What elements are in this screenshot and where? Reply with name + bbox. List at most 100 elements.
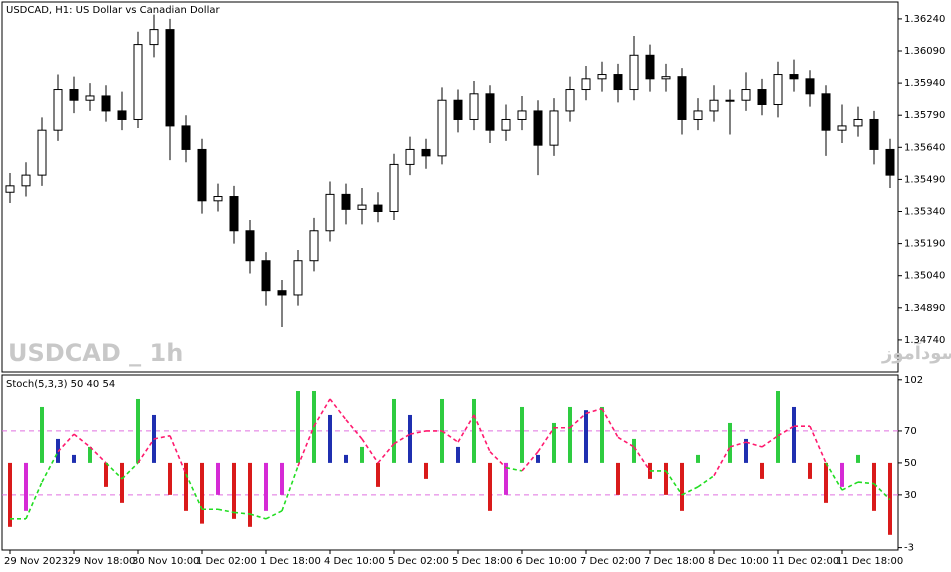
candle-body [5,185,15,193]
candle-body [213,196,223,202]
signal-line [857,481,875,485]
signal-line [297,425,315,467]
signal-line [217,508,235,514]
candle-body [517,110,527,120]
y-tick-label: 1.35190 [904,239,945,250]
candle-body [37,129,47,176]
histogram-bar [88,446,92,463]
histogram-bar [792,406,796,463]
signal-line [137,438,155,464]
candle-body [197,148,207,202]
candle-body [709,99,719,112]
candle-body [565,89,575,112]
candle-body [469,93,479,120]
candle-body [501,118,511,131]
signal-line [441,430,459,443]
histogram-bar [472,398,476,463]
x-tick-label: 5 Dec 18:00 [452,556,513,567]
candle-body [533,110,543,146]
x-tick-label: 5 Dec 02:00 [388,556,449,567]
histogram-bar [664,462,668,495]
candle-body [325,193,335,232]
signal-line [233,511,251,515]
y-tick-label: 1.34740 [904,335,945,346]
histogram-bar [392,398,396,463]
x-tick-label: 29 Nov 18:00 [68,556,135,567]
histogram-bar [760,462,764,479]
candle-body [133,44,143,120]
candle-body [757,89,767,106]
signal-line [697,475,715,488]
x-tick-label: 11 Dec 02:00 [772,556,839,567]
histogram-bar [488,462,492,511]
histogram-bar [632,438,636,463]
y-tick-label: 1.36240 [904,14,945,25]
histogram-bar [296,390,300,463]
candle-body [165,29,175,127]
signal-line [41,451,59,483]
candle-body [677,76,687,120]
signal-line [265,510,283,520]
candle-body [53,89,63,131]
signal-line [105,462,123,480]
candle-body [821,93,831,131]
histogram-bar [200,462,204,524]
candle-body [261,260,271,292]
histogram-bar [136,398,140,463]
candle-body [789,74,799,80]
x-tick-label: 29 Nov 2023 [4,556,68,567]
candle-body [805,78,815,95]
histogram-bar [280,462,284,495]
signal-line [361,438,379,464]
candle-body [869,118,879,150]
x-tick-label: 7 Dec 18:00 [644,556,705,567]
x-tick-label: 1 Dec 02:00 [196,556,257,567]
histogram-bar [728,422,732,463]
histogram-bar [344,454,348,463]
histogram-bar [616,462,620,495]
histogram-bar [536,454,540,463]
watermark-ticker: USDCAD _ 1h [8,339,183,367]
signal-line [313,398,331,427]
histogram-bar [72,454,76,463]
histogram-bar [168,462,172,495]
histogram-bar [520,406,524,463]
histogram-bar [40,406,44,463]
histogram-bar [856,454,860,463]
y-tick-label: 70 [904,426,917,437]
histogram-bar [264,462,268,511]
candle-body [661,76,671,80]
y-tick-label: 1.35640 [904,142,945,153]
candle-body [437,99,447,157]
candle-body [645,54,655,80]
candle-body [69,89,79,101]
histogram-bar [680,462,684,511]
candle-body [773,74,783,106]
x-tick-label: 4 Dec 10:00 [324,556,385,567]
candle-body [389,163,399,213]
histogram-bar [376,462,380,487]
histogram-bar [456,446,460,463]
signal-line [665,470,683,496]
signal-line [537,427,555,453]
histogram-bar [840,462,844,487]
candle-body [453,99,463,120]
candle-body [277,290,287,296]
candle-body [853,118,863,127]
signal-line [569,412,587,429]
histogram-bar [104,462,108,487]
signal-line [457,414,475,443]
histogram-bar [584,410,588,463]
histogram-bar [120,462,124,503]
candle-body [485,93,495,131]
histogram-bar [184,462,188,511]
histogram-bar [504,462,508,495]
signal-line [633,446,651,472]
signal-line [745,441,763,448]
candle-body [341,193,351,210]
signal-line [409,430,427,435]
histogram-bar [824,462,828,503]
signal-line [89,446,107,464]
y-tick-label: 50 [904,458,917,469]
signal-line [73,433,91,448]
